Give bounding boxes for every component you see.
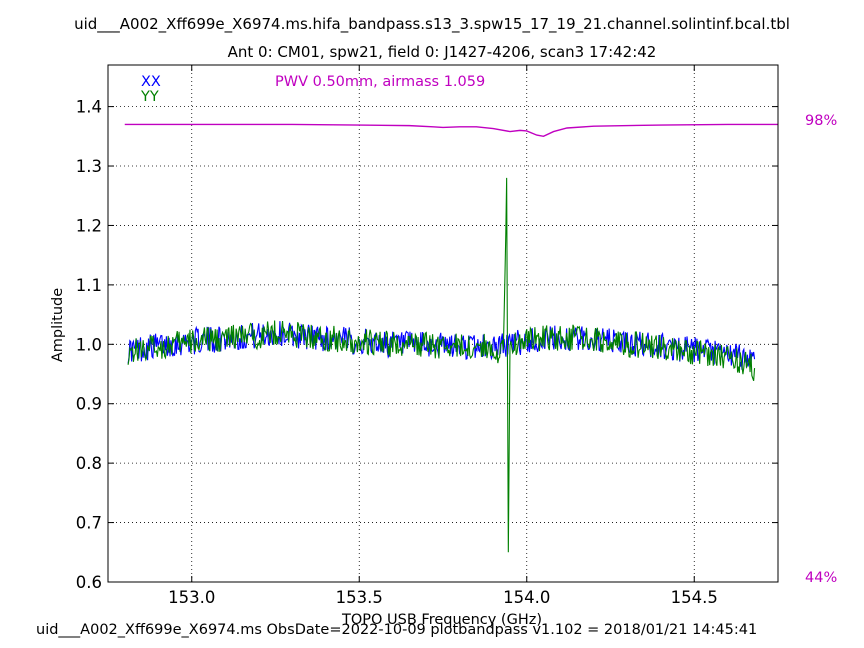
atm-transmission-top-label: 98% [805, 113, 838, 129]
x-tick-label: 154.0 [503, 588, 550, 607]
atm-transmission-bottom-label: 44% [805, 570, 838, 586]
y-tick-label: 1.3 [76, 157, 102, 176]
y-tick-label: 0.7 [76, 514, 102, 533]
series-line-yy [127, 177, 756, 553]
y-tick-label: 0.9 [76, 395, 102, 414]
y-tick-label: 1.1 [76, 276, 102, 295]
plot-frame [107, 64, 779, 583]
pwv-annotation: PWV 0.50mm, airmass 1.059 [275, 74, 485, 90]
y-tick-label: 1.4 [76, 98, 102, 117]
chart-subtitle: Ant 0: CM01, spw21, field 0: J1427-4206,… [227, 43, 657, 61]
x-tick-label: 153.0 [168, 588, 215, 607]
x-tick-label: 154.5 [671, 588, 718, 607]
footer-info: uid___A002_Xff699e_X6974.ms ObsDate=2022… [36, 622, 758, 638]
series-layer [124, 123, 778, 553]
atmosphere-transmission-curve [124, 123, 778, 138]
grid-lines [108, 65, 778, 583]
x-axis-label: TOPO USB Frequency (GHz) [342, 612, 542, 628]
y-tick-label: 0.8 [76, 454, 102, 473]
axis-ticks: 153.0 153.5 154.0 154.5 0.6 0.7 0.8 0.9 1.0 1.1 1.… [76, 65, 778, 607]
y-tick-label: 0.6 [76, 573, 102, 592]
y-axis-label: Amplitude [50, 287, 66, 363]
chart-title: uid___A002_Xff699e_X6974.ms.hifa_bandpas… [74, 15, 790, 33]
legend-entry-xx: XX [141, 74, 161, 90]
y-tick-label: 1.2 [76, 216, 102, 235]
x-tick-label: 153.5 [336, 588, 383, 607]
y-tick-label: 1.0 [76, 335, 102, 354]
legend-entry-yy: YY [140, 89, 159, 105]
